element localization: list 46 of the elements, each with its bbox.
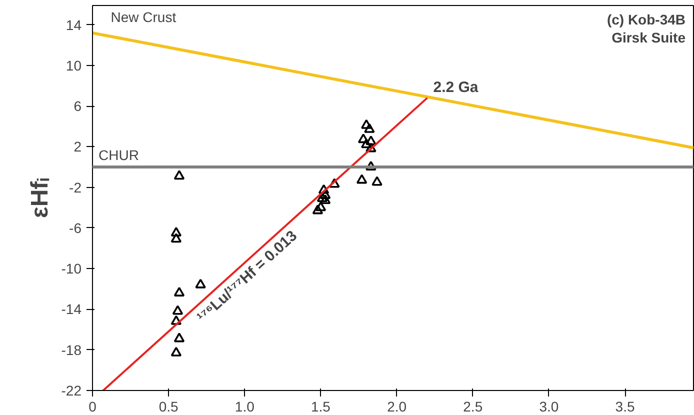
point xyxy=(174,286,185,296)
point xyxy=(170,226,182,237)
y-tick-label: 10 xyxy=(66,57,82,74)
y-tick-label: 2 xyxy=(74,138,82,155)
y-tick-label: -10 xyxy=(61,260,82,277)
y-tick-label: 14 xyxy=(66,16,82,33)
series-label: New Crust xyxy=(110,8,176,25)
x-tick-label: 2.0 xyxy=(387,398,407,414)
x-tick-label: 0 xyxy=(88,398,97,414)
y-axis-title: εHfᵢ xyxy=(26,178,54,218)
point xyxy=(170,233,182,243)
point xyxy=(366,160,376,171)
y-tick-label: 6 xyxy=(74,98,82,114)
x-tick-label: 1.5 xyxy=(310,398,331,414)
point xyxy=(170,315,182,325)
point xyxy=(356,174,368,184)
point xyxy=(174,170,185,180)
x-tick-label: 1.0 xyxy=(234,398,255,414)
x-tick-label: 2.5 xyxy=(463,398,483,414)
point xyxy=(358,133,369,144)
annotation: 2.2 Ga xyxy=(433,78,479,96)
y-tick-label: -2 xyxy=(69,179,82,196)
point xyxy=(372,176,382,186)
text: (c) Kob-34B xyxy=(606,12,686,28)
text: Girsk Suite xyxy=(612,30,686,46)
point xyxy=(366,142,376,152)
point xyxy=(360,119,372,129)
ref-line-label: CHUR xyxy=(98,147,139,164)
point xyxy=(364,123,375,133)
x-tick-label: 0.5 xyxy=(158,398,179,414)
y-tick-label: -22 xyxy=(61,382,82,398)
point xyxy=(320,194,331,204)
point xyxy=(329,178,340,188)
x-tick-label: 3.0 xyxy=(539,398,559,414)
point xyxy=(315,202,326,212)
point xyxy=(170,346,182,356)
y-tick-label: -18 xyxy=(61,342,82,358)
y-tick-label: -14 xyxy=(61,301,82,318)
point xyxy=(366,136,376,146)
x-tick-label: 3.5 xyxy=(615,398,635,414)
point xyxy=(360,138,372,148)
point xyxy=(172,305,184,315)
point xyxy=(318,184,330,194)
point xyxy=(174,332,185,342)
y-tick-label: -6 xyxy=(69,220,82,236)
point xyxy=(312,204,324,214)
